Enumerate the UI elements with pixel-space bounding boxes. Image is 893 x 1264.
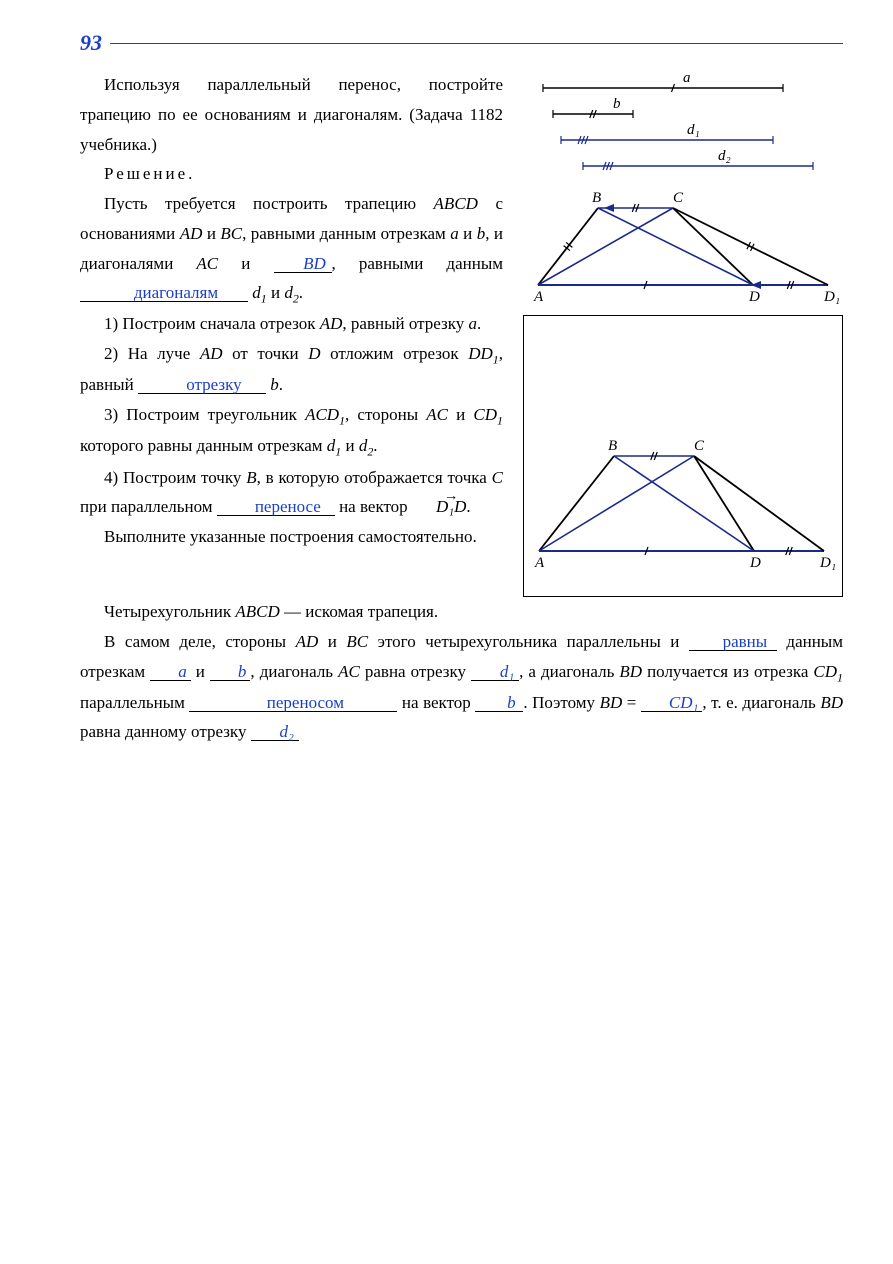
svg-text:A: A bbox=[534, 555, 545, 571]
trapezoid-diagram-student: A B C D D₁ bbox=[524, 316, 842, 596]
svg-text:b: b bbox=[613, 96, 621, 112]
blank-cd1[interactable]: CD₁ bbox=[641, 694, 703, 712]
step-4: 4) Построим точку B, в которую отображае… bbox=[80, 463, 503, 523]
blank-diagonals[interactable]: диагоналям bbox=[80, 284, 248, 302]
problem-statement: Используя параллельный перенос, постройт… bbox=[80, 70, 503, 159]
solution-label: Решение. bbox=[80, 159, 503, 189]
blank-segment[interactable]: отрезку bbox=[138, 376, 266, 394]
blank-bd[interactable]: BD bbox=[274, 255, 332, 273]
blank-d1[interactable]: d₁ bbox=[471, 663, 519, 681]
blank-bvec[interactable]: b bbox=[475, 694, 523, 712]
svg-text:a: a bbox=[683, 70, 691, 86]
proof: В самом деле, стороны AD и BC этого четы… bbox=[80, 627, 843, 747]
solution-intro: Пусть требуется построить трапецию ABCD … bbox=[80, 189, 503, 309]
svg-text:d₁: d₁ bbox=[687, 122, 700, 138]
instruction: Выполните указанные построения самостоят… bbox=[80, 522, 503, 552]
svg-text:B: B bbox=[608, 438, 617, 454]
text-column: Используя параллельный перенос, постройт… bbox=[80, 70, 503, 597]
blank-a[interactable]: a bbox=[150, 663, 191, 681]
figure-column: a b d₁ d₂ A B C D D₁ A B C D D₁ bbox=[523, 70, 843, 597]
svg-text:B: B bbox=[592, 190, 601, 206]
page-number: 93 bbox=[80, 30, 102, 56]
blank-translation[interactable]: переносе bbox=[217, 498, 335, 516]
svg-text:D₁: D₁ bbox=[823, 289, 840, 305]
blank-equal[interactable]: равны bbox=[689, 633, 777, 651]
step-3: 3) Построим треугольник ACD1, стороны AC… bbox=[80, 400, 503, 462]
svg-text:C: C bbox=[694, 438, 705, 454]
blank-translation2[interactable]: переносом bbox=[189, 694, 397, 712]
svg-text:C: C bbox=[673, 190, 684, 206]
step-2: 2) На луче AD от точки D отложим отрезок… bbox=[80, 339, 503, 400]
trapezoid-diagram-printed: A B C D D₁ bbox=[523, 190, 843, 305]
svg-text:A: A bbox=[533, 289, 544, 305]
construction-box: A B C D D₁ bbox=[523, 315, 843, 597]
header-rule bbox=[110, 43, 843, 44]
step-1: 1) Построим сначала отрезок AD, равный о… bbox=[80, 309, 503, 339]
blank-b[interactable]: b bbox=[210, 663, 251, 681]
svg-text:D₁: D₁ bbox=[819, 555, 836, 571]
svg-text:D: D bbox=[749, 555, 761, 571]
page-header: 93 bbox=[80, 30, 843, 56]
svg-text:d₂: d₂ bbox=[718, 148, 731, 164]
svg-text:D: D bbox=[748, 289, 760, 305]
conclusion-1: Четырехугольник ABCD — искомая трапеция. bbox=[80, 597, 843, 627]
blank-d2[interactable]: d₂ bbox=[251, 723, 299, 741]
segments-diagram: a b d₁ d₂ bbox=[523, 70, 843, 190]
